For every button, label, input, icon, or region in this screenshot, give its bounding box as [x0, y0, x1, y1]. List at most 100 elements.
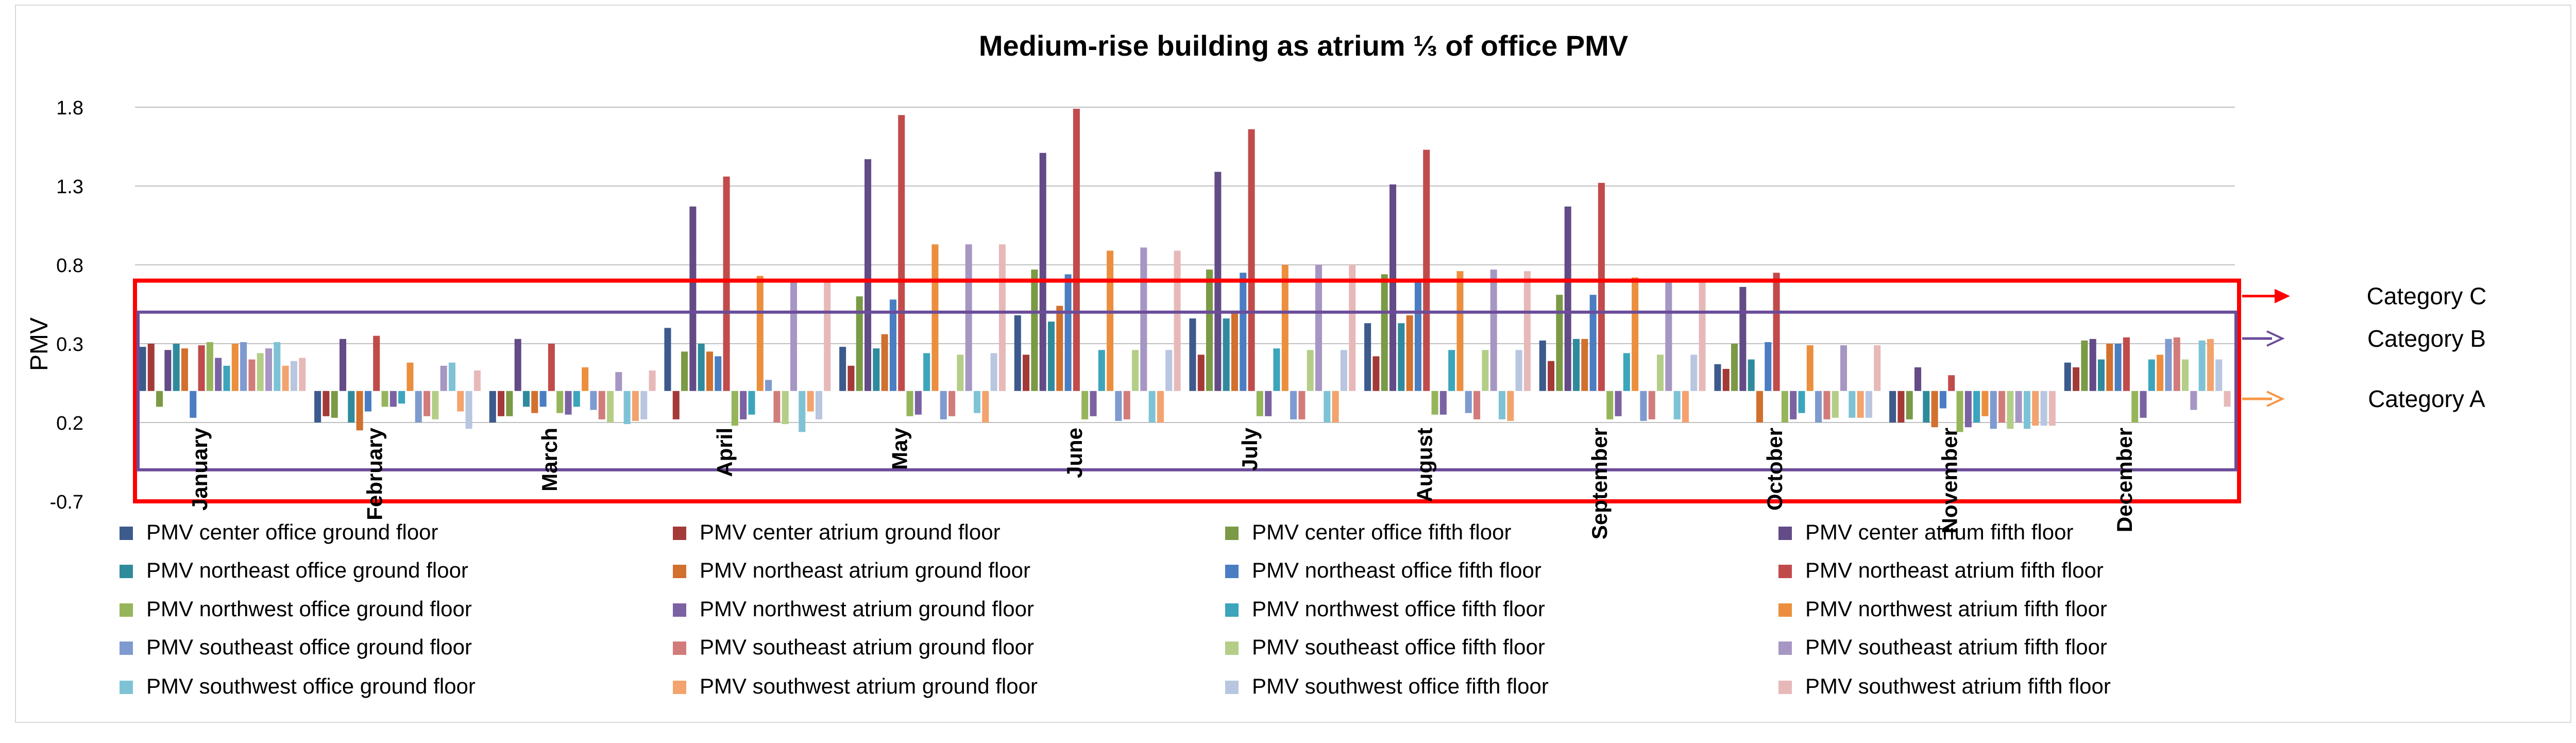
bar-october-2: [1731, 344, 1738, 391]
bar-june-18: [1165, 350, 1173, 391]
bar-may-0: [839, 347, 846, 391]
bar-may-13: [948, 391, 956, 416]
bar-february-11: [406, 362, 414, 391]
bar-august-17: [1507, 391, 1514, 421]
y-tick-label: 1.3: [56, 176, 83, 198]
bar-august-0: [1364, 323, 1371, 391]
bar-march-19: [649, 370, 656, 391]
bar-september-6: [1589, 295, 1597, 391]
bar-october-6: [1765, 342, 1772, 391]
bar-june-11: [1107, 250, 1114, 391]
bar-september-4: [1572, 339, 1580, 391]
bar-july-0: [1189, 318, 1196, 391]
bar-april-13: [773, 391, 781, 423]
bar-april-5: [706, 351, 713, 391]
x-tick-label-january: January: [188, 427, 212, 511]
bar-september-12: [1640, 391, 1647, 421]
legend-label: PMV northwest office fifth floor: [1252, 597, 1545, 621]
bar-april-19: [824, 279, 831, 391]
bar-march-10: [573, 391, 580, 407]
bar-june-0: [1014, 315, 1021, 391]
bar-november-9: [1964, 391, 1972, 428]
bar-march-16: [623, 391, 631, 425]
legend-swatch: [120, 603, 133, 617]
legend-swatch: [1778, 603, 1792, 617]
bar-july-18: [1340, 350, 1347, 391]
bar-july-2: [1206, 269, 1213, 391]
bar-july-7: [1248, 129, 1255, 391]
bar-february-6: [364, 391, 371, 412]
legend-label: PMV southwest atrium fifth floor: [1805, 674, 2111, 698]
comfort-band-labels: Category C Category B Category A: [2242, 283, 2486, 412]
bar-may-5: [881, 334, 888, 391]
bar-december-8: [2131, 391, 2139, 423]
legend-label: PMV center office ground floor: [146, 520, 438, 544]
bar-april-18: [815, 391, 822, 419]
bar-november-8: [1956, 391, 1963, 432]
bar-july-15: [1315, 265, 1323, 391]
bar-january-7: [198, 345, 205, 391]
bar-february-15: [440, 365, 447, 391]
y-tick-label: 0.2: [56, 413, 83, 434]
bar-november-12: [1990, 391, 1997, 429]
bar-may-8: [906, 391, 913, 416]
bar-august-13: [1473, 391, 1481, 419]
bar-december-11: [2157, 354, 2164, 391]
bar-april-8: [731, 391, 738, 426]
bar-march-4: [522, 391, 530, 407]
bar-september-7: [1598, 182, 1605, 391]
bar-august-11: [1456, 271, 1464, 391]
bar-november-16: [2023, 391, 2030, 429]
bar-august-18: [1515, 350, 1522, 391]
legend-swatch: [673, 565, 686, 578]
bar-december-9: [2140, 391, 2147, 418]
bar-march-17: [632, 391, 639, 421]
bar-november-2: [1906, 391, 1913, 419]
bar-june-13: [1123, 391, 1130, 419]
bar-april-14: [782, 391, 789, 425]
legend-swatch: [1225, 681, 1239, 694]
category-b-band: [137, 310, 2238, 471]
bar-january-15: [265, 348, 273, 391]
bar-january-0: [139, 347, 146, 391]
bars: [139, 109, 2231, 432]
legend-label: PMV center atrium fifth floor: [1805, 520, 2074, 544]
bar-june-6: [1064, 274, 1072, 391]
bar-november-14: [2007, 391, 2014, 429]
bar-october-5: [1756, 391, 1763, 423]
bar-february-4: [348, 391, 355, 423]
bar-november-0: [1889, 391, 1896, 423]
bar-september-5: [1581, 339, 1588, 391]
bar-april-6: [715, 356, 722, 391]
bar-december-15: [2190, 391, 2197, 410]
legend: PMV center office ground floor PMV center…: [120, 520, 2111, 698]
legend-swatch: [673, 641, 686, 655]
bar-june-4: [1047, 322, 1055, 391]
legend-label: PMV southeast atrium fifth floor: [1805, 635, 2107, 659]
bar-august-2: [1381, 274, 1388, 391]
bar-july-9: [1265, 391, 1272, 416]
bar-august-19: [1523, 271, 1531, 391]
bar-march-2: [506, 391, 513, 416]
bar-february-19: [473, 370, 481, 391]
legend-label: PMV southeast office ground floor: [146, 635, 472, 659]
bar-january-13: [248, 359, 256, 391]
legend-swatch: [673, 603, 686, 617]
bar-september-8: [1606, 391, 1614, 419]
bar-february-0: [314, 391, 321, 423]
bar-september-11: [1632, 277, 1639, 391]
x-axis-ticks: January February March April May June July Augu…: [188, 427, 2137, 539]
bar-september-0: [1539, 340, 1546, 391]
bar-february-17: [457, 391, 464, 412]
bar-august-7: [1423, 149, 1430, 391]
bar-january-14: [257, 353, 264, 391]
legend-swatch: [120, 681, 133, 694]
bar-march-14: [607, 391, 614, 423]
bar-may-18: [990, 353, 997, 391]
bar-february-10: [398, 391, 405, 404]
bar-july-10: [1273, 348, 1280, 391]
bar-february-8: [381, 391, 388, 407]
bar-october-10: [1798, 391, 1805, 413]
bar-december-14: [2182, 359, 2189, 391]
bar-january-1: [147, 344, 155, 391]
